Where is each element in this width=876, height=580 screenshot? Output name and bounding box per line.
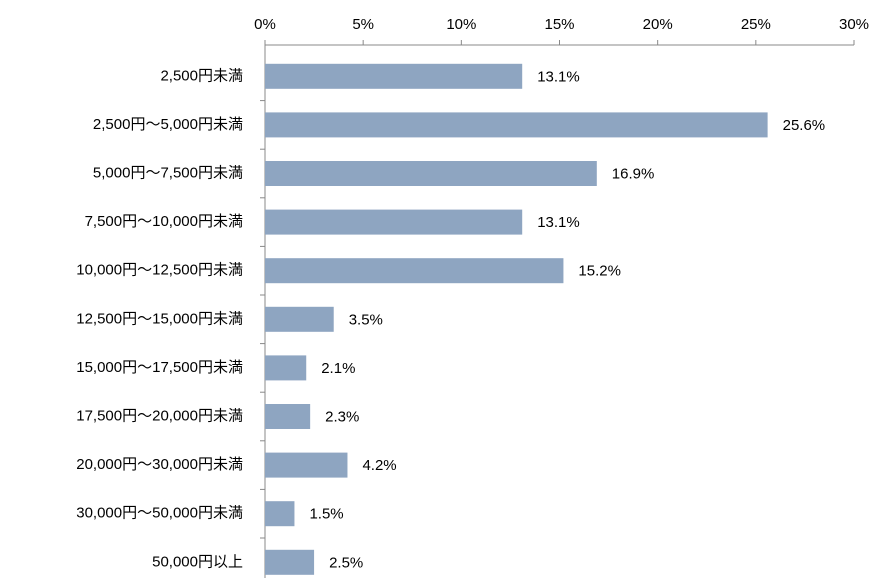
data-label: 15.2% — [578, 263, 621, 280]
data-label: 4.2% — [362, 457, 396, 474]
bar — [265, 501, 295, 527]
bar — [265, 306, 334, 332]
data-label: 13.1% — [537, 214, 580, 231]
bar — [265, 112, 768, 138]
data-label: 2.1% — [321, 360, 355, 377]
y-tick-label: 10,000円〜12,500円未満 — [76, 262, 243, 279]
data-label: 25.6% — [783, 117, 826, 134]
bar — [265, 209, 523, 235]
y-tick-label: 15,000円〜17,500円未満 — [76, 359, 243, 376]
y-tick-label: 20,000円〜30,000円未満 — [76, 456, 243, 473]
bar — [265, 355, 307, 381]
bar — [265, 549, 315, 575]
y-tick-label: 2,500円未満 — [160, 67, 243, 84]
x-tick-label: 5% — [352, 16, 374, 33]
x-tick-label: 20% — [643, 16, 673, 33]
x-tick-label: 30% — [839, 16, 869, 33]
x-tick-label: 15% — [544, 16, 574, 33]
data-label: 2.3% — [325, 408, 359, 425]
bar — [265, 452, 348, 478]
x-tick-label: 0% — [254, 16, 276, 33]
y-tick-label: 5,000円〜7,500円未満 — [93, 164, 243, 181]
y-tick-label: 30,000円〜50,000円未満 — [76, 505, 243, 522]
x-tick-label: 25% — [741, 16, 771, 33]
data-label: 3.5% — [349, 311, 383, 328]
data-label: 16.9% — [612, 165, 655, 182]
bar — [265, 161, 597, 186]
y-tick-label: 17,500円〜20,000円未満 — [76, 407, 243, 424]
y-tick-label: 2,500円〜5,000円未満 — [93, 116, 243, 133]
y-tick-label: 12,500円〜15,000円未満 — [76, 310, 243, 327]
data-label: 2.5% — [329, 554, 363, 571]
y-tick-label: 50,000円以上 — [152, 553, 243, 570]
data-label: 13.1% — [537, 68, 580, 85]
bar — [265, 63, 523, 89]
data-label: 1.5% — [309, 506, 343, 523]
bar — [265, 404, 311, 429]
y-tick-label: 7,500円〜10,000円未満 — [85, 213, 243, 230]
x-tick-label: 10% — [446, 16, 476, 33]
bar — [265, 258, 564, 284]
